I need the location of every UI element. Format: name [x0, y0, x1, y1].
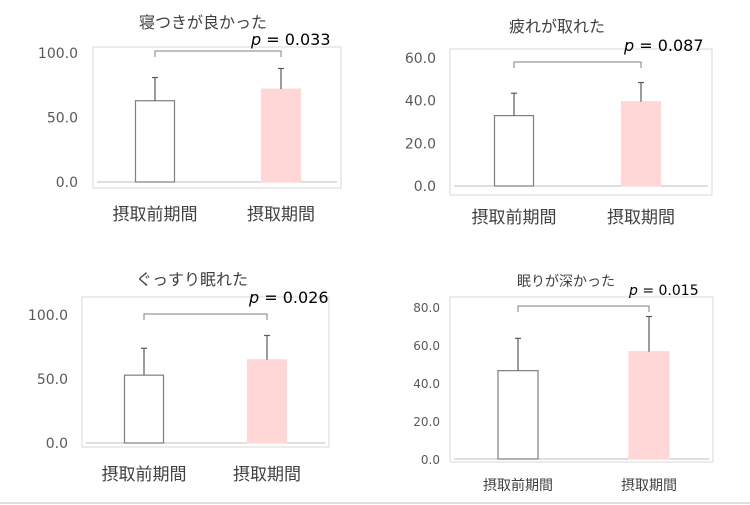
p-value-label: p = 0.026 — [248, 288, 329, 307]
chart-title: ぐっすり眠れた — [136, 270, 248, 289]
y-tick-label: 60.0 — [413, 339, 440, 353]
bar-intake-period — [620, 101, 662, 187]
significance-bracket — [517, 305, 650, 312]
bar-intake-period — [246, 359, 288, 444]
x-category-label: 摂取期間 — [233, 465, 301, 485]
bar-intake-period — [628, 351, 670, 460]
chart-frame — [81, 296, 330, 448]
x-category-label: 摂取期間 — [247, 205, 315, 225]
chart-frame — [92, 46, 342, 189]
p-value-text: = 0.033 — [261, 30, 330, 49]
y-tick-label: 40.0 — [405, 94, 436, 110]
p-value-text: = 0.015 — [638, 283, 699, 299]
p-value-text: = 0.026 — [259, 288, 328, 307]
p-value-label: p = 0.015 — [628, 283, 699, 299]
bar-before-period — [123, 374, 165, 444]
chart-title: 寝つきが良かった — [139, 13, 267, 32]
p-value-label: p = 0.033 — [250, 30, 331, 49]
y-tick-label: 100.0 — [28, 308, 68, 324]
x-category-label: 摂取期間 — [607, 208, 675, 228]
x-category-label: 摂取前期間 — [102, 465, 187, 485]
y-tick-label: 20.0 — [405, 136, 436, 152]
x-category-label: 摂取前期間 — [472, 208, 557, 228]
chart-frame — [449, 48, 713, 196]
y-tick-label: 60.0 — [405, 51, 436, 67]
p-value-text: = 0.087 — [634, 36, 703, 55]
x-category-label: 摂取期間 — [621, 478, 677, 494]
bar-before-period — [134, 100, 176, 183]
y-tick-label: 80.0 — [413, 301, 440, 315]
y-tick-label: 0.0 — [56, 175, 78, 191]
p-symbol: p — [250, 30, 261, 49]
y-tick-label: 0.0 — [421, 453, 440, 467]
chart-title: 疲れが取れた — [509, 17, 605, 36]
p-symbol: p — [248, 288, 259, 307]
p-value-label: p = 0.087 — [623, 36, 704, 55]
y-tick-label: 50.0 — [47, 111, 78, 127]
x-category-label: 摂取前期間 — [113, 205, 198, 225]
chart-panel-4: 0.0 20.0 40.0 60.0 80.0 摂取前期間 摂取期間 眠りが深かった p = 0… — [413, 274, 714, 494]
bar-before-period — [497, 370, 539, 460]
significance-bracket — [513, 61, 642, 68]
p-symbol: p — [628, 283, 638, 299]
x-category-label: 摂取前期間 — [483, 477, 553, 494]
chart-frame — [449, 296, 714, 463]
y-tick-label: 40.0 — [413, 377, 440, 391]
chart-title: 眠りが深かった — [517, 274, 615, 290]
y-tick-label: 20.0 — [413, 415, 440, 429]
significance-bracket — [143, 313, 268, 320]
chart-panel-2: 0.0 20.0 40.0 60.0 摂取前期間 摂取期間 疲れが取れた p = 0.087 — [405, 17, 713, 228]
p-symbol: p — [623, 36, 634, 55]
bar-intake-period — [260, 88, 302, 183]
y-tick-label: 100.0 — [38, 46, 78, 62]
significance-bracket — [154, 50, 282, 57]
bar-before-period — [493, 114, 535, 187]
y-tick-label: 50.0 — [37, 372, 68, 388]
y-tick-label: 0.0 — [414, 179, 436, 195]
y-tick-label: 0.0 — [46, 436, 68, 452]
